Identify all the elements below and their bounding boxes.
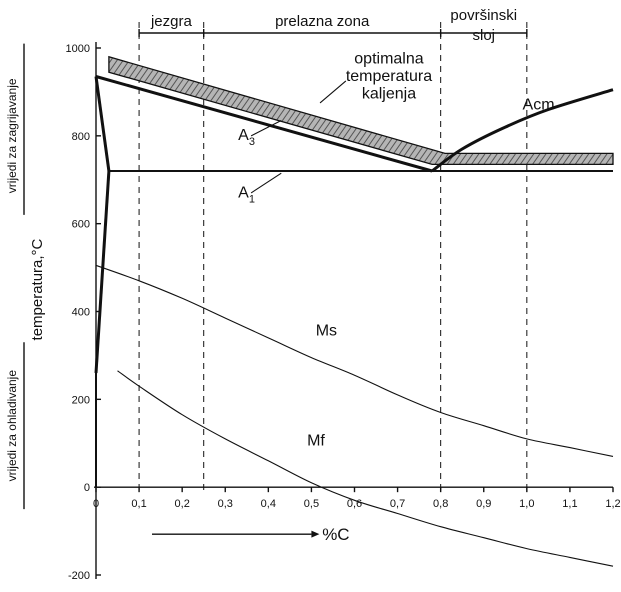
series-ms-line bbox=[95, 264, 614, 457]
band-label-leader bbox=[319, 80, 347, 104]
series-a3-leader bbox=[250, 119, 282, 137]
grid-layer bbox=[138, 22, 528, 492]
band-label-line1: optimalna bbox=[354, 50, 423, 67]
y-tick-label: 800 bbox=[72, 131, 90, 143]
zone-label-core: jezgra bbox=[150, 13, 193, 30]
text-layer: jezgra prelazna zona površinski sloj 1000 800… bbox=[5, 7, 621, 582]
y-tick-label: 1000 bbox=[66, 43, 90, 55]
series-mf-label: Mf bbox=[307, 432, 325, 449]
x-label-arrowhead bbox=[311, 530, 320, 538]
series-a3-label: A3 bbox=[238, 127, 255, 148]
series-a1-label: A1 bbox=[238, 184, 255, 205]
curve-layer bbox=[94, 75, 614, 567]
series-acm-label: Acm bbox=[523, 96, 555, 113]
x-tick-label: 0,3 bbox=[218, 498, 233, 510]
x-tick-label: 0,2 bbox=[175, 498, 190, 510]
zone-label-surface-line1: površinski bbox=[450, 7, 517, 24]
x-tick-label: 0,9 bbox=[476, 498, 491, 510]
y-tick-label: -200 bbox=[68, 570, 90, 582]
x-tick-label: 1,2 bbox=[605, 498, 620, 510]
x-tick-label: 1,0 bbox=[519, 498, 534, 510]
x-tick-label: 0 bbox=[93, 498, 99, 510]
y-tick-label: 0 bbox=[84, 482, 90, 494]
x-axis-label: %C bbox=[322, 525, 349, 544]
y-label-cooling: vrijedi za ohladivanje bbox=[5, 370, 19, 482]
x-tick-label: 0,6 bbox=[347, 498, 362, 510]
zone-label-surface-line2: sloj bbox=[472, 27, 495, 44]
y-tick-label: 400 bbox=[72, 307, 90, 319]
left-boundary-lower bbox=[94, 170, 111, 374]
series-ms-label: Ms bbox=[316, 323, 337, 340]
band-label-line2: temperatura bbox=[346, 68, 432, 85]
series-a3-line bbox=[95, 75, 433, 173]
series-a1-leader bbox=[250, 172, 282, 194]
x-tick-label: 0,7 bbox=[390, 498, 405, 510]
zone-label-transition: prelazna zona bbox=[275, 13, 370, 30]
series-acm-line bbox=[431, 88, 614, 173]
y-label-heating: vrijedi za zagrijavanje bbox=[5, 78, 19, 193]
left-boundary-upper bbox=[94, 76, 111, 172]
y-axis-label: temperatura,°C bbox=[29, 238, 46, 340]
x-tick-label: 0,5 bbox=[304, 498, 319, 510]
series-mf-line bbox=[117, 370, 614, 567]
optimal-hardening-band-layer bbox=[108, 55, 614, 166]
y-tick-label: 600 bbox=[72, 219, 90, 231]
y-tick-label: 200 bbox=[72, 394, 90, 406]
x-tick-label: 1,1 bbox=[562, 498, 577, 510]
x-tick-label: 0,1 bbox=[131, 498, 146, 510]
band-label-line3: kaljenja bbox=[362, 86, 416, 103]
x-tick-label: 0,8 bbox=[433, 498, 448, 510]
axes-layer bbox=[23, 42, 614, 579]
x-tick-label: 0,4 bbox=[261, 498, 276, 510]
optimal-hardening-band bbox=[108, 55, 614, 166]
